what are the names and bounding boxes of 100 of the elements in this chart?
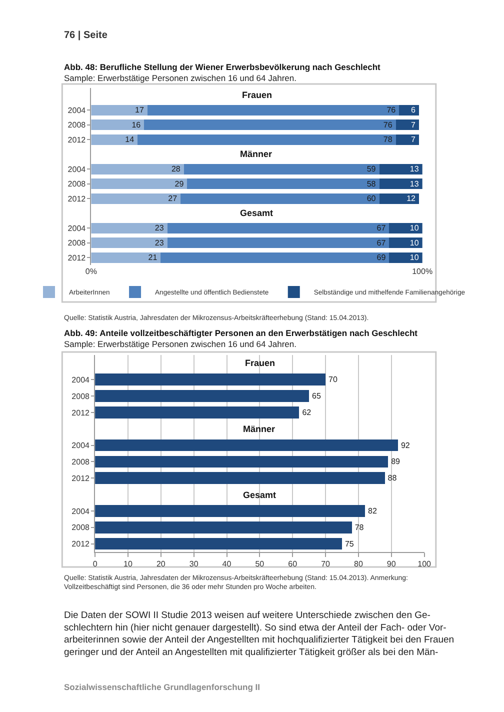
data-label: 17 [135,106,144,115]
x-tick-label: 0% [85,267,97,276]
data-label: 23 [154,224,164,233]
data-label: 65 [312,392,322,401]
annotation: Frauen [242,90,272,100]
y-tick-label: 2004 [68,224,86,233]
data-label: 62 [302,408,312,417]
bar [389,222,422,234]
y-tick-label: 2012 [68,135,86,144]
bar [167,222,390,234]
text: Sozialwissenschaftliche Grundlagenforschung II [64,682,260,692]
y-tick-label: 2004 [72,441,90,450]
bar [187,178,380,190]
bar [95,374,326,386]
bar [91,164,184,174]
bar [389,252,422,263]
data-label: 88 [388,474,398,483]
data-label: 10 [410,238,420,248]
bar [95,472,385,484]
bar [138,134,396,145]
bar [180,193,380,204]
bar [91,120,144,130]
y-tick-label: 2008 [68,180,86,189]
chart-title: Abb. 48: Berufliche Stellung der Wiener Erwerbsbevölkerung nach Geschlecht [64,62,381,72]
data-label: 13 [410,179,420,188]
data-label: 6 [411,106,416,115]
data-label: 58 [366,179,376,188]
data-label: 67 [376,238,386,248]
data-label: 82 [368,506,378,516]
data-label: 78 [383,135,393,144]
data-label: 28 [171,164,181,174]
bar [399,104,420,116]
bar [91,252,161,263]
data-label: 75 [344,539,354,548]
y-tick-label: 2004 [68,164,86,174]
data-label: 13 [410,164,420,174]
bar [379,164,422,174]
text: Die Daten der SOWI II Studie 2013 weisen auf weitere Unterschiede zwischen den Ge- schlechtern hin (hier nicht genauer dargestellt). So sind etwa der Anteil der Fach- oder Vor- arbeiterinnen sowie der Anteil der Angestellten mit hochqualifizierter Tätigkeit bei den Frauen geringer und der Anteil an Angestellten mit qualifizierter Tätigkeit größer als bei den Män- [64,610,454,658]
bar [160,252,390,263]
x-tick-label: 50 [255,560,265,569]
y-tick-label: 2008 [68,238,86,248]
y-tick-label: 2004 [72,506,90,516]
x-tick-label: 30 [189,560,199,569]
bar [95,505,366,517]
data-label: 69 [376,253,386,262]
x-tick-label: 80 [354,560,364,569]
annotation: Männer [240,149,273,159]
bar [91,238,168,248]
bar [396,120,420,130]
annotation: Frauen [245,358,276,368]
x-tick-label: 20 [156,560,166,569]
y-tick-label: 2012 [72,408,90,418]
x-tick-label: 70 [321,560,331,569]
y-tick-label: 2012 [68,194,86,204]
x-tick-label: 60 [288,560,298,569]
bar [95,538,342,550]
bar [95,390,310,402]
chart-subtitle: Sample: Erwerbstätige Personen zwischen 16 und 64 Jahren. [64,73,296,83]
annotation: Gesamt [243,490,276,500]
data-label: 21 [148,253,158,262]
x-tick-label: 40 [222,560,232,569]
bar [91,178,188,190]
data-label: 89 [391,457,401,466]
y-tick-label: 2012 [72,540,90,549]
y-tick-label: 2012 [72,474,90,483]
bar [184,164,380,174]
data-label: 10 [410,253,420,262]
data-label: 16 [132,120,142,130]
y-tick-label: 2004 [68,106,86,115]
annotation: Männer [243,424,276,434]
data-label: 59 [366,164,376,174]
bar [95,439,398,452]
bar [95,456,388,468]
bar [389,238,422,248]
data-label: 27 [168,194,178,204]
text: 76 | Seite [64,30,108,41]
y-tick-label: 2012 [68,253,86,262]
x-tick-label: 0 [92,560,98,569]
bar [91,222,168,234]
bar [91,104,148,116]
y-tick-label: 2004 [72,375,90,384]
data-label: 67 [376,224,386,233]
bar [396,134,420,145]
bar [167,238,390,248]
data-label: 29 [174,179,184,188]
data-label: 7 [411,120,416,130]
bar [379,178,422,190]
bar [95,521,352,534]
data-label: 70 [328,375,338,384]
bar [95,406,300,418]
data-label: 92 [400,440,410,450]
y-tick-label: 2008 [72,392,90,401]
bar [91,193,181,204]
bar [91,134,138,145]
data-label: 12 [406,194,416,204]
bar [147,104,400,116]
chart-subtitle: Sample: Erwerbstätige Personen zwischen 16 und 64 Jahren. [64,339,296,349]
data-label: 78 [354,522,364,532]
data-label: 23 [154,238,164,248]
data-label: 14 [125,135,135,144]
